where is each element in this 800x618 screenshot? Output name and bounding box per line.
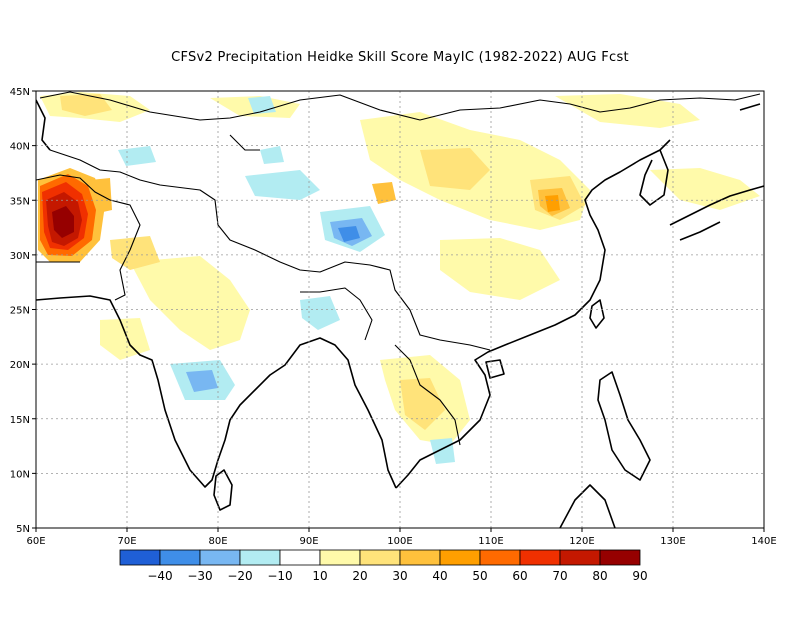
y-axis-ticks: 5N 10N 15N 20N 25N 30N 35N 40N 45N <box>10 87 36 535</box>
skill-patch <box>118 146 156 166</box>
country-border <box>229 134 260 151</box>
colorbar-label: −30 <box>187 569 212 583</box>
coastline <box>485 359 505 379</box>
skill-patch <box>60 94 112 116</box>
coastlines <box>36 91 764 528</box>
colorbar-label: −10 <box>267 569 292 583</box>
coastline <box>213 469 233 511</box>
skill-patch <box>52 206 74 238</box>
colorbar-label: 90 <box>632 569 647 583</box>
colorbar-label: 80 <box>592 569 607 583</box>
colorbar-swatch <box>599 549 641 566</box>
y-tick-label: 25N <box>10 306 30 317</box>
colorbar-label: 30 <box>392 569 407 583</box>
colorbar-swatch <box>119 549 161 566</box>
skill-patch <box>372 182 396 204</box>
colorbar-label: 60 <box>512 569 527 583</box>
x-tick-label: 110E <box>478 536 503 547</box>
x-tick-label: 100E <box>387 536 412 547</box>
skill-patch <box>300 296 340 330</box>
colorbar-label: 20 <box>352 569 367 583</box>
coastline <box>36 99 51 151</box>
x-axis-ticks: 60E 70E 80E 90E 100E 110E 120E 130E 140E <box>26 528 777 547</box>
x-tick-label: 70E <box>117 536 136 547</box>
x-tick-label: 130E <box>660 536 685 547</box>
y-tick-label: 35N <box>10 196 30 207</box>
skill-score-fill <box>38 92 760 464</box>
coastline <box>36 295 397 489</box>
coastline <box>639 149 669 206</box>
colorbar-label: 50 <box>472 569 487 583</box>
colorbar-label: 70 <box>552 569 567 583</box>
country-border <box>36 174 141 301</box>
colorbar-swatch <box>399 549 441 566</box>
colorbar-label: −20 <box>227 569 252 583</box>
country-border <box>49 149 491 351</box>
y-tick-label: 15N <box>10 415 30 426</box>
colorbar-swatch <box>479 549 521 566</box>
skill-patch <box>400 378 445 430</box>
skill-patch <box>245 170 320 200</box>
skill-patch <box>420 148 490 190</box>
x-tick-label: 120E <box>569 536 594 547</box>
coastline <box>669 103 764 241</box>
colorbar-swatch <box>199 549 241 566</box>
x-tick-label: 90E <box>299 536 318 547</box>
skill-patch <box>650 168 760 210</box>
skill-patch <box>338 226 360 242</box>
colorbar-swatch <box>159 549 201 566</box>
colorbar-label: 40 <box>432 569 447 583</box>
colorbar-swatch <box>279 549 321 566</box>
grid-lines <box>36 91 764 528</box>
coastline <box>589 299 605 329</box>
colorbar: −40 −30 −20 −10 10 20 30 40 50 60 70 80 90 <box>119 549 648 583</box>
colorbar-swatch <box>559 549 601 566</box>
colorbar-label: 10 <box>312 569 327 583</box>
skill-patch <box>100 318 150 360</box>
colorbar-swatch <box>239 549 281 566</box>
country-border <box>394 344 461 446</box>
y-tick-label: 30N <box>10 251 30 262</box>
y-tick-label: 10N <box>10 469 30 480</box>
colorbar-swatch <box>359 549 401 566</box>
country-border <box>39 91 761 121</box>
y-tick-label: 40N <box>10 142 30 153</box>
country-border <box>300 287 373 341</box>
skill-patch <box>130 256 250 350</box>
coastline <box>395 139 671 489</box>
skill-patch <box>260 146 284 164</box>
skill-patch <box>440 238 560 300</box>
skill-patch <box>110 236 160 270</box>
x-tick-label: 80E <box>208 536 227 547</box>
y-tick-label: 20N <box>10 360 30 371</box>
skill-patch <box>545 195 560 212</box>
y-tick-label: 45N <box>10 87 30 98</box>
y-tick-label: 5N <box>16 524 30 535</box>
map-title: CFSv2 Precipitation Heidke Skill Score M… <box>171 50 629 65</box>
coastline <box>597 371 651 481</box>
skill-patch <box>430 438 455 464</box>
colorbar-swatch <box>319 549 361 566</box>
coastline <box>559 484 616 528</box>
skill-patch <box>555 94 700 128</box>
colorbar-label: −40 <box>147 569 172 583</box>
x-tick-label: 140E <box>751 536 776 547</box>
x-tick-label: 60E <box>26 536 45 547</box>
colorbar-swatch <box>439 549 481 566</box>
skill-patch <box>186 370 218 392</box>
colorbar-swatch <box>519 549 561 566</box>
